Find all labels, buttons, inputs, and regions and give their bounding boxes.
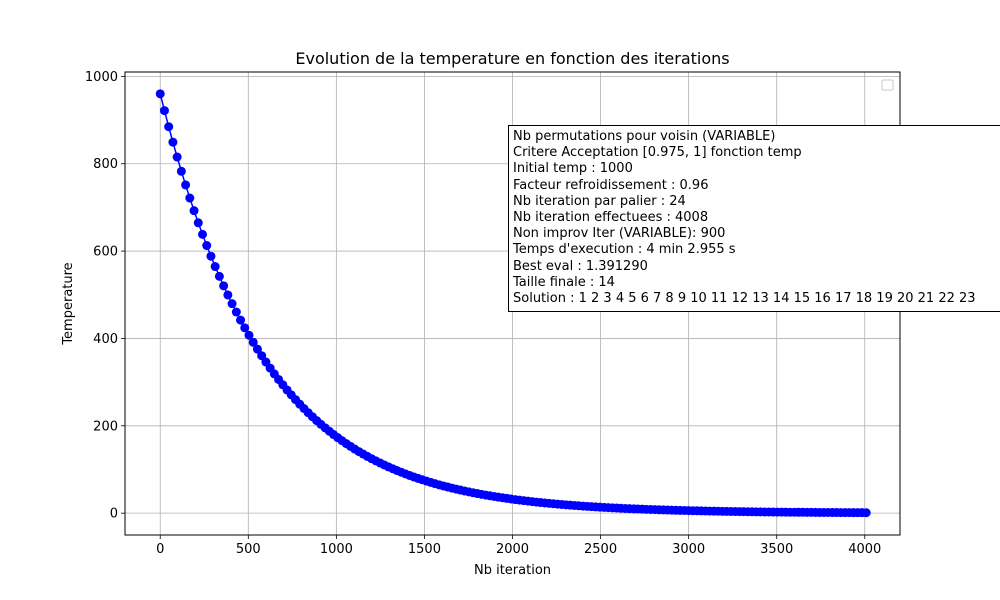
info-line: Nb iteration par palier : 24 bbox=[513, 193, 686, 209]
info-line: Solution : 1 2 3 4 5 6 7 8 9 10 11 12 13… bbox=[513, 291, 976, 307]
y-axis-label: Temperature bbox=[61, 262, 76, 345]
x-tick-label: 0 bbox=[156, 542, 164, 557]
x-tick-label: 3500 bbox=[760, 542, 793, 557]
data-point bbox=[206, 251, 216, 261]
data-point bbox=[189, 206, 199, 216]
info-line: Nb iteration effectuees : 4008 bbox=[513, 210, 709, 226]
run-info-box: Nb permutations pour voisin (VARIABLE) Cr… bbox=[508, 125, 1000, 312]
data-point bbox=[236, 315, 246, 325]
data-point bbox=[257, 351, 267, 361]
data-point bbox=[227, 299, 237, 309]
data-point bbox=[202, 241, 212, 251]
data-point bbox=[248, 337, 258, 347]
data-point bbox=[240, 323, 250, 333]
data-point bbox=[193, 218, 203, 228]
data-point bbox=[252, 344, 262, 354]
info-line: Initial temp : 1000 bbox=[513, 161, 633, 177]
chart-title: Evolution de la temperature en fonction … bbox=[295, 49, 729, 68]
info-line: Taille finale : 14 bbox=[513, 274, 615, 290]
data-point bbox=[185, 193, 195, 203]
info-line: Non improv Iter (VARIABLE): 900 bbox=[513, 226, 726, 242]
data-point bbox=[244, 330, 254, 340]
x-tick-label: 500 bbox=[236, 542, 261, 557]
x-axis-label: Nb iteration bbox=[474, 563, 551, 578]
y-tick-label: 600 bbox=[93, 245, 118, 260]
data-point bbox=[861, 508, 871, 518]
data-point bbox=[219, 281, 229, 291]
info-line: Nb permutations pour voisin (VARIABLE) bbox=[513, 129, 776, 144]
y-axis-ticks: 0 200 400 600 800 1000 bbox=[85, 70, 125, 522]
x-tick-label: 4000 bbox=[848, 542, 881, 557]
data-point bbox=[164, 122, 174, 132]
data-point bbox=[198, 229, 207, 239]
x-tick-label: 1500 bbox=[408, 542, 441, 557]
x-tick-label: 1000 bbox=[320, 542, 353, 557]
x-axis-ticks: 0 500 1000 1500 2000 2500 3000 3500 4000 bbox=[156, 535, 881, 557]
data-point bbox=[168, 137, 178, 147]
data-point bbox=[181, 180, 191, 190]
y-tick-label: 400 bbox=[93, 332, 118, 347]
y-tick-label: 200 bbox=[93, 419, 118, 434]
data-point bbox=[176, 166, 186, 176]
x-tick-label: 3000 bbox=[672, 542, 705, 557]
x-tick-label: 2500 bbox=[584, 542, 617, 557]
data-point bbox=[172, 152, 182, 162]
y-tick-label: 1000 bbox=[85, 70, 118, 85]
info-line: Facteur refroidissement : 0.96 bbox=[513, 177, 709, 193]
x-tick-label: 2000 bbox=[496, 542, 529, 557]
data-point bbox=[159, 106, 169, 116]
series-line bbox=[155, 89, 871, 518]
data-point bbox=[210, 262, 220, 272]
data-point bbox=[214, 271, 224, 281]
legend-handle bbox=[881, 79, 894, 91]
y-tick-label: 800 bbox=[93, 157, 118, 172]
info-line: Temps d'execution : 4 min 2.955 s bbox=[513, 242, 736, 258]
info-line: Best eval : 1.391290 bbox=[513, 258, 648, 274]
data-point bbox=[231, 307, 241, 317]
data-point bbox=[155, 89, 165, 99]
data-point bbox=[223, 290, 233, 300]
y-tick-label: 0 bbox=[110, 507, 118, 522]
info-line: Critere Acceptation [0.975, 1] fonction … bbox=[513, 145, 802, 161]
